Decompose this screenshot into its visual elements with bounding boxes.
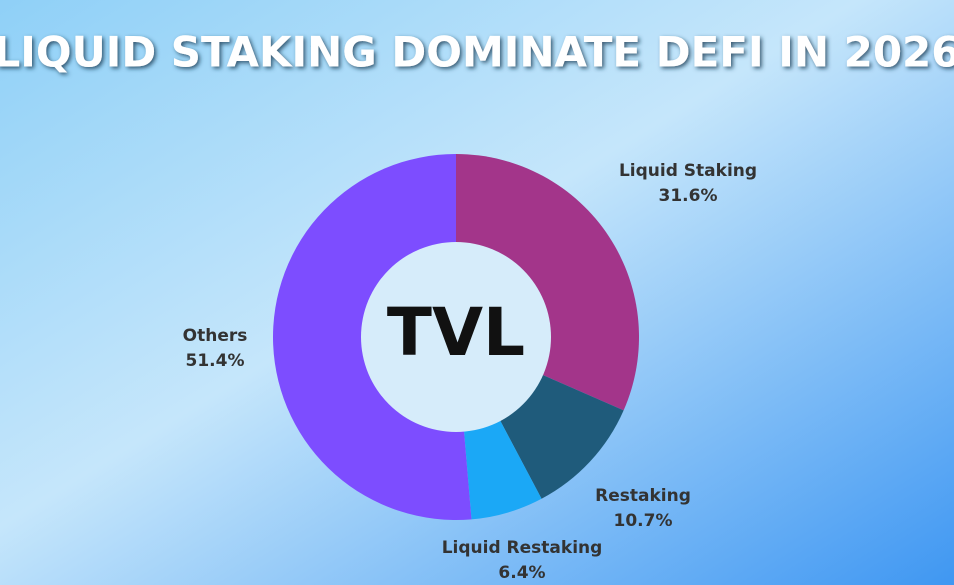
category-label: Liquid Staking [619, 161, 757, 181]
category-label: Liquid Restaking [442, 538, 603, 558]
chart-title: LIQUID STAKING DOMINATE DEFI IN 2026 [0, 28, 954, 77]
category-label: Others [183, 326, 248, 346]
center-label: TVL [387, 294, 525, 371]
value-label: 6.4% [498, 563, 545, 583]
donut-hole [361, 242, 551, 432]
category-label: Restaking [595, 486, 691, 506]
value-label: 51.4% [186, 351, 245, 371]
value-label: 31.6% [659, 186, 718, 206]
value-label: 10.7% [614, 511, 673, 531]
